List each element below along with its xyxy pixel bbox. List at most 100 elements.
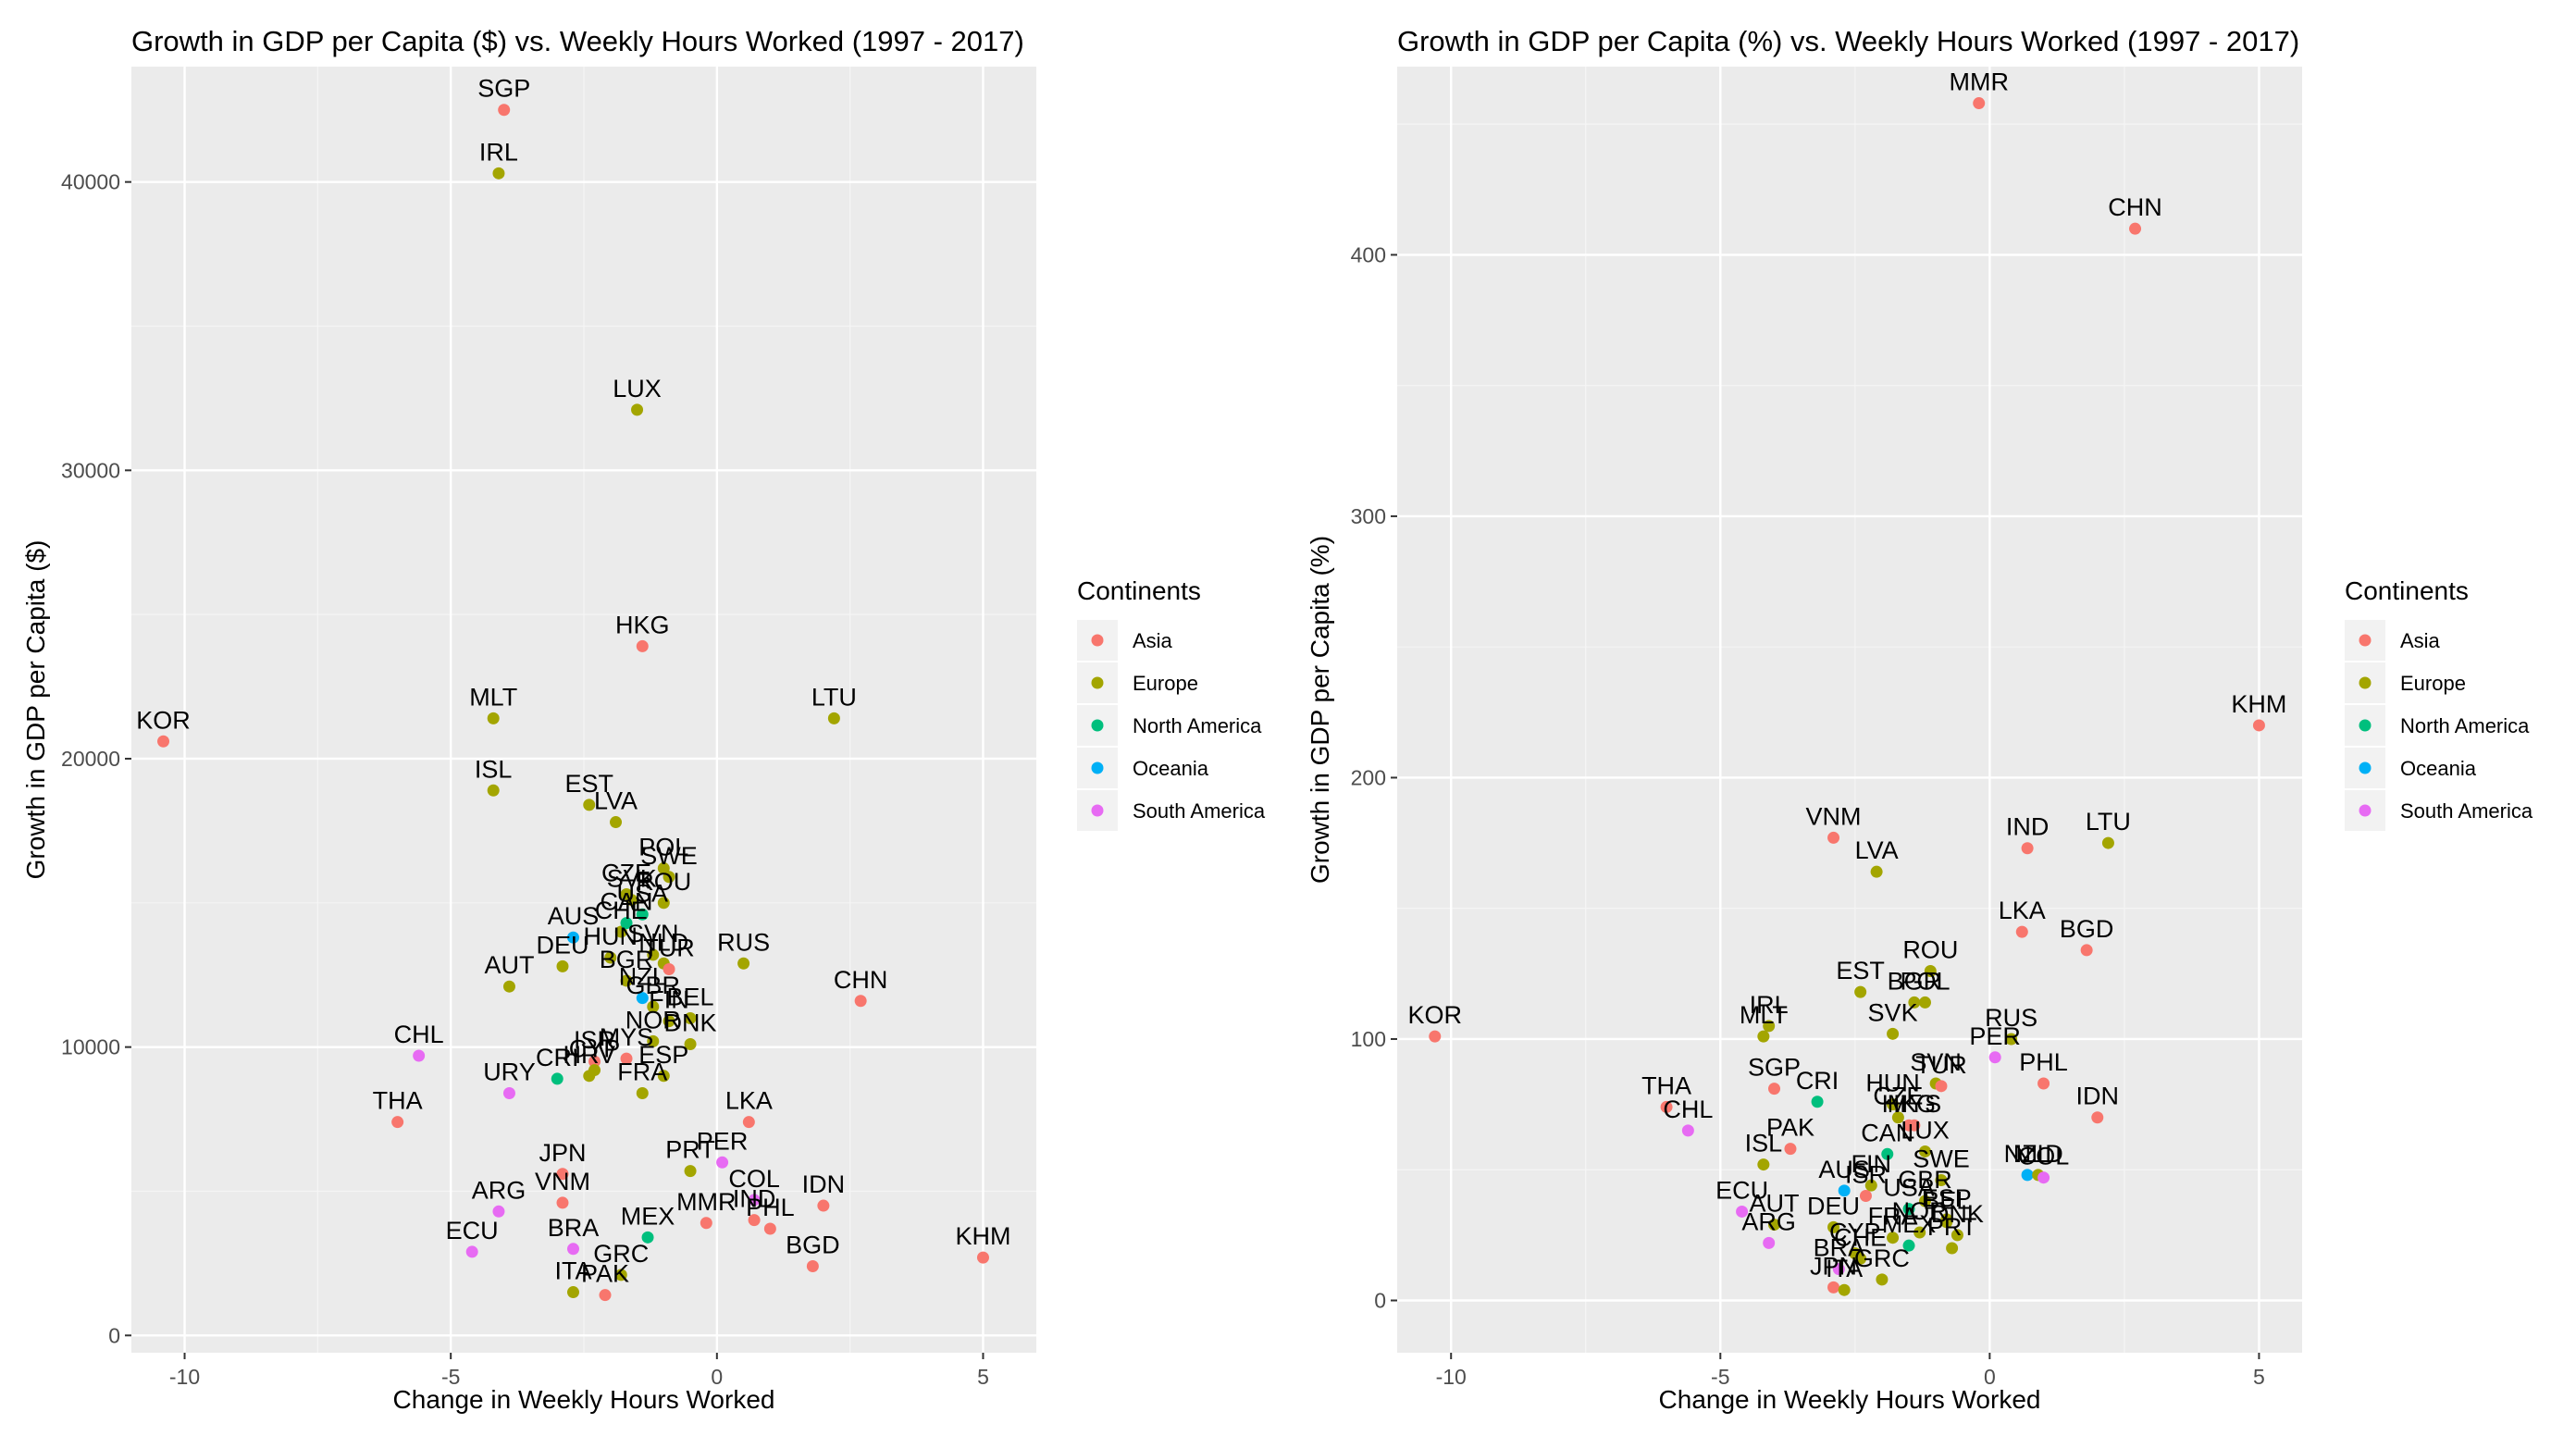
data-point-per xyxy=(716,1156,729,1169)
point-label-chn: CHN xyxy=(2108,193,2162,221)
point-label-arg: ARG xyxy=(472,1176,526,1204)
point-label-isl: ISL xyxy=(1745,1130,1783,1157)
legend-swatch xyxy=(1091,804,1104,817)
point-label-pak: PAK xyxy=(581,1260,629,1288)
data-point-sgp xyxy=(1768,1083,1780,1096)
data-point-lva xyxy=(610,816,623,829)
data-point-rou xyxy=(1924,965,1937,978)
chart-title: Growth in GDP per Capita ($) vs. Weekly … xyxy=(131,25,1024,57)
data-point-rus xyxy=(737,957,750,970)
data-point-esp xyxy=(657,1070,670,1083)
point-label-mex: MEX xyxy=(621,1202,675,1230)
point-label-bgr: BGR xyxy=(600,946,654,973)
point-label-sgp: SGP xyxy=(477,75,530,103)
point-label-phl: PHL xyxy=(746,1194,795,1221)
point-label-kor: KOR xyxy=(1407,1001,1462,1029)
legend-swatch xyxy=(2359,676,2372,689)
point-label-vnm: VNM xyxy=(1806,802,1862,830)
x-tick-label: -5 xyxy=(1711,1365,1729,1389)
data-point-irl xyxy=(1763,1020,1776,1033)
point-label-bra: BRA xyxy=(548,1214,600,1242)
point-label-fin: FIN xyxy=(649,986,689,1014)
point-label-ltu: LTU xyxy=(2086,808,2131,836)
point-label-cri: CRI xyxy=(1796,1067,1839,1095)
x-tick-labels: -10 -5 0 5 xyxy=(169,1353,989,1389)
point-label-bra: BRA xyxy=(1814,1234,1865,1262)
point-label-aut: AUT xyxy=(1750,1190,1800,1218)
point-label-gbr: GBR xyxy=(626,972,681,999)
data-point-mlt xyxy=(487,712,500,724)
point-label-aus: AUS xyxy=(548,902,600,930)
point-label-lux: LUX xyxy=(613,375,662,402)
point-label-kor: KOR xyxy=(136,706,191,734)
y-tick-label: 10000 xyxy=(61,1035,120,1059)
data-point-bra xyxy=(1832,1263,1845,1276)
data-point-chn xyxy=(854,995,867,1008)
point-label-usa: USA xyxy=(1883,1174,1935,1202)
y-tick-label: 400 xyxy=(1351,242,1386,266)
point-label-mlt: MLT xyxy=(1740,1001,1788,1029)
legend-items: Asia Europe North America Oceania South Amer… xyxy=(2345,620,2533,831)
x-tick-label: 0 xyxy=(1984,1365,1996,1389)
data-point-phl xyxy=(763,1222,776,1235)
point-label-rou: ROU xyxy=(636,868,691,896)
legend-label: North America xyxy=(2400,714,2530,737)
point-label-esp: ESP xyxy=(638,1041,688,1069)
point-label-irl: IRL xyxy=(479,138,518,166)
point-label-mys: MYS xyxy=(600,1023,654,1051)
point-label-lva: LVA xyxy=(594,787,638,815)
point-label-rou: ROU xyxy=(1902,936,1958,964)
point-label-chl: CHL xyxy=(394,1021,444,1048)
data-point-rus xyxy=(2005,1033,2018,1046)
point-label-per: PER xyxy=(697,1127,749,1155)
data-point-bgd xyxy=(806,1260,819,1273)
legend-items: Asia Europe North America Oceania South Amer… xyxy=(1077,620,1266,831)
data-point-mmr xyxy=(1973,97,1986,110)
legend-label: Oceania xyxy=(2400,757,2477,780)
point-label-hkg: HKG xyxy=(615,611,670,638)
legend-swatch xyxy=(1091,761,1104,774)
point-label-ita: ITA xyxy=(1826,1255,1863,1282)
y-tick-label: 200 xyxy=(1351,765,1386,789)
data-point-isl xyxy=(487,784,500,797)
data-point-tha xyxy=(391,1116,404,1129)
legend-label: North America xyxy=(1133,714,1262,737)
point-label-swe: SWE xyxy=(640,842,698,870)
data-point-est xyxy=(1854,985,1867,998)
point-label-nor: NOR xyxy=(1892,1197,1948,1225)
point-label-ind: IND xyxy=(2006,813,2050,841)
point-label-svk: SVK xyxy=(1868,998,1918,1026)
point-label-mlt: MLT xyxy=(469,683,517,711)
data-point-ita xyxy=(1838,1283,1851,1296)
chart-percent-growth: Growth in GDP per Capita (%) vs. Weekly … xyxy=(1306,25,2302,1414)
point-label-cze: CZE xyxy=(601,859,651,886)
point-label-nzl: NZL xyxy=(2004,1140,2051,1168)
data-point-nor xyxy=(647,1034,660,1047)
data-point-deu xyxy=(1827,1220,1840,1233)
data-point-bra xyxy=(566,1243,579,1256)
point-label-svn: SVN xyxy=(1910,1048,1962,1076)
point-label-bgd: BGD xyxy=(2060,915,2114,943)
point-label-bel: BEL xyxy=(1923,1187,1970,1215)
point-label-bgd: BGD xyxy=(786,1232,840,1259)
data-point-mex xyxy=(1902,1239,1915,1252)
point-label-lka: LKA xyxy=(725,1087,773,1115)
data-point-bel xyxy=(1940,1216,1953,1229)
data-point-chl xyxy=(413,1049,426,1062)
data-point-ury xyxy=(502,1087,515,1100)
point-label-ind: IND xyxy=(733,1185,776,1213)
x-tick-label: -10 xyxy=(1436,1365,1467,1389)
data-point-arg xyxy=(1763,1236,1776,1249)
y-axis-label: Growth in GDP per Capita ($) xyxy=(21,540,50,880)
point-label-deu: DEU xyxy=(536,931,588,959)
legend-label: Europe xyxy=(2400,672,2466,695)
data-point-prt xyxy=(684,1165,697,1178)
point-label-dnk: DNK xyxy=(664,1009,717,1037)
point-label-cyp: CYP xyxy=(569,1035,621,1063)
data-point-hrv xyxy=(583,1070,596,1083)
point-label-svk: SVK xyxy=(607,865,657,893)
point-label-irl: IRL xyxy=(1750,991,1789,1019)
point-label-prt: PRT xyxy=(665,1136,715,1164)
point-label-grc: GRC xyxy=(593,1240,649,1268)
point-label-sgp: SGP xyxy=(1748,1054,1801,1082)
